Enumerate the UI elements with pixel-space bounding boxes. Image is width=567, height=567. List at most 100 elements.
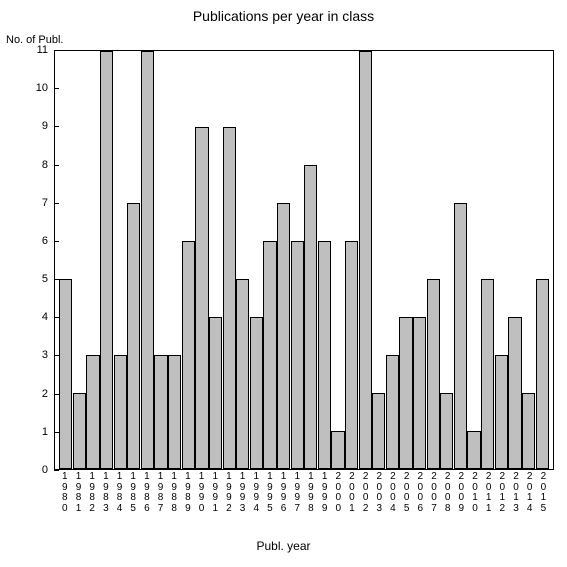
ytick-mark <box>54 355 59 356</box>
xtick-label: 2014 <box>523 472 537 514</box>
xtick-label: 1993 <box>236 472 250 514</box>
bar <box>59 279 72 469</box>
xtick-label: 1998 <box>304 472 318 514</box>
bar <box>291 241 304 469</box>
ytick-mark <box>54 241 59 242</box>
bar <box>114 355 127 469</box>
bar <box>304 165 317 469</box>
ytick-label: 2 <box>42 388 48 400</box>
xtick-label: 1991 <box>208 472 222 514</box>
xtick-label: 2012 <box>496 472 510 514</box>
bar <box>223 127 236 469</box>
xtick-label: 1988 <box>167 472 181 514</box>
xtick-label: 1999 <box>318 472 332 514</box>
bar <box>399 317 412 469</box>
y-axis: 01234567891011 <box>0 50 54 470</box>
xtick-label: 1989 <box>181 472 195 514</box>
x-axis-label: Publ. year <box>0 539 567 553</box>
bar <box>427 279 440 469</box>
bar <box>154 355 167 469</box>
xtick-label: 1987 <box>154 472 168 514</box>
bar <box>195 127 208 469</box>
xtick-label: 2000 <box>331 472 345 514</box>
bar <box>440 393 453 469</box>
bar <box>522 393 535 469</box>
xtick-label: 1984 <box>113 472 127 514</box>
xtick-label: 2006 <box>413 472 427 514</box>
xtick-label: 1997 <box>290 472 304 514</box>
ytick-mark <box>54 203 59 204</box>
bar <box>467 431 480 469</box>
ytick-label: 10 <box>36 82 48 94</box>
bar <box>73 393 86 469</box>
bar <box>454 203 467 469</box>
bar <box>250 317 263 469</box>
bar <box>508 317 521 469</box>
ytick-mark <box>54 394 59 395</box>
ytick-label: 8 <box>42 159 48 171</box>
xtick-label: 2015 <box>537 472 551 514</box>
ytick-label: 3 <box>42 349 48 361</box>
ytick-label: 9 <box>42 120 48 132</box>
bar <box>413 317 426 469</box>
bar <box>331 431 344 469</box>
xtick-label: 2011 <box>482 472 496 514</box>
xtick-label: 1981 <box>72 472 86 514</box>
xtick-label: 2007 <box>427 472 441 514</box>
chart-title: Publications per year in class <box>0 8 567 24</box>
bar <box>100 51 113 469</box>
bar <box>495 355 508 469</box>
xtick-label: 1982 <box>85 472 99 514</box>
ytick-mark <box>54 432 59 433</box>
bar <box>127 203 140 469</box>
ytick-label: 7 <box>42 197 48 209</box>
xtick-label: 2003 <box>372 472 386 514</box>
xtick-label: 2010 <box>468 472 482 514</box>
bar <box>209 317 222 469</box>
ytick-mark <box>54 317 59 318</box>
xtick-label: 1994 <box>249 472 263 514</box>
ytick-mark <box>54 470 59 471</box>
xtick-label: 2001 <box>345 472 359 514</box>
bar <box>182 241 195 469</box>
xtick-label: 2005 <box>400 472 414 514</box>
xtick-label: 2004 <box>386 472 400 514</box>
ytick-mark <box>54 50 59 51</box>
xtick-label: 1996 <box>277 472 291 514</box>
ytick-mark <box>54 279 59 280</box>
bar <box>345 241 358 469</box>
bar <box>386 355 399 469</box>
ytick-label: 4 <box>42 311 48 323</box>
bar <box>318 241 331 469</box>
bar <box>86 355 99 469</box>
bars-container <box>55 51 553 469</box>
bar <box>536 279 549 469</box>
ytick-label: 0 <box>42 464 48 476</box>
plot-area <box>54 50 554 470</box>
ytick-mark <box>54 88 59 89</box>
bar <box>372 393 385 469</box>
xtick-label: 2002 <box>359 472 373 514</box>
xtick-label: 1995 <box>263 472 277 514</box>
xtick-label: 2008 <box>441 472 455 514</box>
xtick-label: 1986 <box>140 472 154 514</box>
xtick-label: 1985 <box>126 472 140 514</box>
bar <box>263 241 276 469</box>
x-axis: 1980198119821983198419851986198719881989… <box>54 472 554 514</box>
publications-chart: Publications per year in class No. of Pu… <box>0 0 567 567</box>
ytick-mark <box>54 165 59 166</box>
bar <box>141 51 154 469</box>
bar <box>481 279 494 469</box>
ytick-label: 1 <box>42 426 48 438</box>
xtick-label: 2009 <box>454 472 468 514</box>
bar <box>168 355 181 469</box>
xtick-label: 1983 <box>99 472 113 514</box>
bar <box>236 279 249 469</box>
xtick-label: 2013 <box>509 472 523 514</box>
xtick-label: 1992 <box>222 472 236 514</box>
ytick-label: 6 <box>42 235 48 247</box>
y-axis-label: No. of Publ. <box>6 34 63 46</box>
ytick-label: 11 <box>37 44 48 56</box>
ytick-mark <box>54 126 59 127</box>
bar <box>359 51 372 469</box>
